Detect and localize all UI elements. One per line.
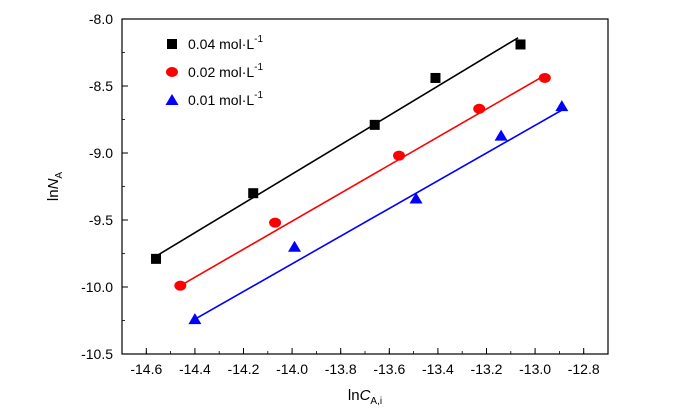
y-axis-title-var: N <box>45 178 62 189</box>
legend-label-superscript: -1 <box>254 62 263 73</box>
x-tick-label: -14.2 <box>228 361 260 377</box>
x-tick-label: -13.4 <box>422 361 454 377</box>
data-point-series-3 <box>188 313 202 325</box>
legend-marker-3 <box>165 94 179 105</box>
data-point-series-1 <box>151 253 162 264</box>
y-tick-label: -9.0 <box>89 145 113 161</box>
data-point-series-3 <box>555 100 569 112</box>
data-point-series-1 <box>248 188 259 199</box>
data-point-series-2 <box>174 280 187 291</box>
data-point-series-3 <box>409 192 423 204</box>
legend-label-3: 0.01 mol·L-1 <box>188 90 263 108</box>
data-point-series-1 <box>430 72 441 83</box>
y-tick-label: -8.5 <box>89 78 113 94</box>
x-tick-label: -13.6 <box>373 361 405 377</box>
data-point-series-1 <box>369 119 380 130</box>
legend-label-text: 0.01 mol·L <box>188 92 254 108</box>
x-axis-title-var: C <box>360 387 371 404</box>
fit-line-series-3 <box>196 109 563 319</box>
data-point-series-1 <box>515 39 526 50</box>
data-point-series-3 <box>494 129 508 141</box>
legend-marker-2 <box>166 67 178 77</box>
x-tick-label: -13.8 <box>325 361 357 377</box>
data-point-series-2 <box>538 72 551 83</box>
fit-lines <box>155 37 563 319</box>
x-axis-title-sub: A,i <box>370 396 382 407</box>
y-axis-title-sub: A <box>54 172 65 179</box>
y-tick-label: -10.0 <box>81 279 113 295</box>
x-axis-title: lnCA,i <box>348 387 382 407</box>
data-point-series-2 <box>269 217 282 228</box>
legend-label-text: 0.02 mol·L <box>188 64 254 80</box>
x-tick-label: -14.6 <box>130 361 162 377</box>
y-axis-title-prefix: ln <box>45 189 62 201</box>
data-points <box>151 39 569 325</box>
y-axis: -8.0 -8.5 -9.0 -9.5 -10.0 -10.5 <box>81 11 128 362</box>
x-axis: -14.6 -14.4 -14.2 -14.0 -13.8 -13.6 -13.4 -13.2… <box>121 348 609 377</box>
x-tick-label: -14.0 <box>276 361 308 377</box>
x-axis-title-prefix: ln <box>348 387 360 404</box>
y-tick-label: -8.0 <box>89 11 113 27</box>
data-point-series-3 <box>288 240 302 252</box>
fit-line-series-2 <box>179 73 548 287</box>
y-tick-label: -10.5 <box>81 346 113 362</box>
legend-label-2: 0.02 mol·L-1 <box>188 62 263 80</box>
x-tick-label: -12.8 <box>568 361 600 377</box>
x-tick-label: -14.4 <box>179 361 211 377</box>
legend-label-superscript: -1 <box>254 34 263 45</box>
data-point-series-2 <box>473 103 486 114</box>
legend: 0.04 mol·L-10.02 mol·L-10.01 mol·L-1 <box>165 34 263 108</box>
y-tick-label: -9.5 <box>89 212 113 228</box>
x-tick-label: -13.2 <box>471 361 503 377</box>
fit-line-series-1 <box>155 37 519 257</box>
y-axis-title: lnNA <box>45 172 65 202</box>
x-tick-label: -13.0 <box>519 361 551 377</box>
legend-label-superscript: -1 <box>254 90 263 101</box>
data-point-series-2 <box>393 150 406 161</box>
legend-label-text: 0.04 mol·L <box>188 36 254 52</box>
legend-marker-1 <box>167 39 177 49</box>
legend-label-1: 0.04 mol·L-1 <box>188 34 263 52</box>
